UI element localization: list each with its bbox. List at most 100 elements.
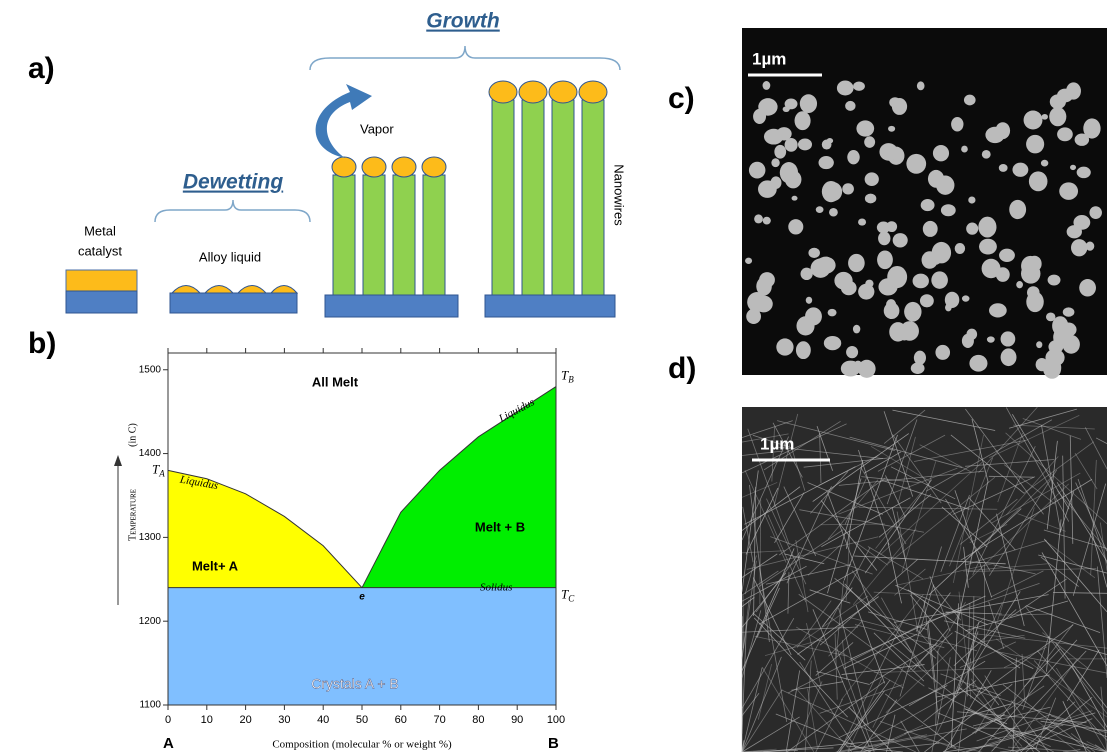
nanowires	[332, 81, 607, 295]
particle	[858, 219, 866, 226]
melt-b-region	[362, 387, 556, 588]
wire	[333, 175, 355, 295]
particle	[995, 122, 1010, 139]
x-tick-label: 0	[165, 714, 171, 726]
particle	[792, 196, 798, 201]
y-tick-label: 1200	[139, 616, 162, 627]
particle	[941, 204, 956, 216]
particle	[1024, 111, 1043, 130]
particle	[1063, 307, 1075, 316]
wire	[393, 175, 415, 295]
particle	[887, 266, 907, 288]
particle	[1073, 215, 1090, 230]
x-tick-label: 60	[395, 714, 407, 726]
particle	[853, 325, 860, 334]
particle	[906, 154, 926, 174]
particle	[1083, 118, 1100, 138]
cap	[579, 81, 607, 103]
caption: Metal	[84, 223, 116, 238]
particle	[798, 139, 812, 151]
particle	[966, 223, 978, 235]
x-tick-label: 20	[239, 714, 251, 726]
x-tick-label: 100	[547, 714, 565, 726]
t-label: TB	[561, 368, 574, 385]
end-label: A	[163, 735, 174, 752]
y-tick-label: 1100	[139, 700, 161, 711]
particle	[800, 94, 817, 113]
particle	[846, 346, 858, 358]
t-label: TA	[152, 461, 165, 478]
x-tick-label: 80	[472, 714, 484, 726]
brace	[155, 200, 310, 222]
particle	[1001, 331, 1016, 346]
page: a) Growth Dewetting Metal catalyst Alloy…	[0, 0, 1107, 752]
scale-label: 1µm	[752, 49, 786, 68]
particle	[1060, 322, 1076, 336]
particle	[961, 146, 968, 153]
y-tick-label: 1400	[139, 448, 162, 459]
wire	[522, 100, 544, 295]
cap	[332, 157, 356, 177]
particle	[1045, 349, 1064, 366]
particle	[935, 345, 950, 360]
particle	[806, 297, 812, 304]
particle	[763, 217, 771, 225]
particle	[785, 170, 802, 188]
particle	[933, 145, 949, 161]
particle	[795, 111, 811, 130]
particle	[877, 221, 890, 233]
particle	[760, 108, 767, 115]
particle	[1079, 279, 1096, 296]
particle	[816, 206, 824, 213]
particle	[979, 239, 997, 255]
particle	[837, 80, 854, 95]
x-tick-label: 10	[201, 714, 213, 726]
substrate	[170, 293, 297, 313]
particle	[1016, 281, 1023, 288]
y-tick-label: 1500	[139, 364, 162, 375]
t-sub: A	[158, 468, 165, 478]
particle	[845, 101, 855, 111]
particle	[1042, 114, 1048, 120]
particle	[893, 233, 908, 247]
particle	[865, 172, 879, 186]
phase-diagram: 0102030405060708090100110012001300140015…	[114, 348, 575, 752]
end-label: B	[548, 735, 559, 752]
particle	[1046, 312, 1055, 321]
caption: Vapor	[360, 121, 394, 136]
particle	[923, 221, 938, 237]
particle	[1049, 107, 1066, 126]
t-label: TC	[561, 587, 575, 604]
particle	[785, 138, 798, 152]
particle	[754, 214, 763, 223]
cap	[392, 157, 416, 177]
substrate	[485, 295, 615, 317]
particle	[771, 158, 779, 167]
particle	[978, 217, 996, 238]
particle	[982, 150, 991, 159]
particle	[878, 232, 890, 246]
particle	[864, 136, 875, 148]
cap	[489, 81, 517, 103]
particle	[1029, 171, 1048, 191]
cap	[549, 81, 577, 103]
wire-strand	[975, 728, 1019, 729]
particle	[1026, 291, 1043, 312]
particle	[841, 361, 861, 377]
particle	[955, 243, 965, 254]
particle	[848, 254, 865, 272]
particle	[1001, 348, 1017, 366]
wire	[492, 100, 514, 295]
region-label: All Melt	[312, 374, 359, 389]
region-label: Melt + B	[475, 519, 525, 534]
droplets	[172, 286, 297, 294]
particle	[808, 248, 820, 258]
eutectic-label: e	[359, 591, 365, 602]
caption: Nanowires	[612, 164, 627, 226]
particle	[829, 208, 838, 217]
particle	[745, 258, 752, 264]
particle	[989, 303, 1007, 317]
region-label: Melt+ A	[192, 558, 239, 573]
particle	[774, 145, 786, 159]
particle	[889, 322, 907, 342]
